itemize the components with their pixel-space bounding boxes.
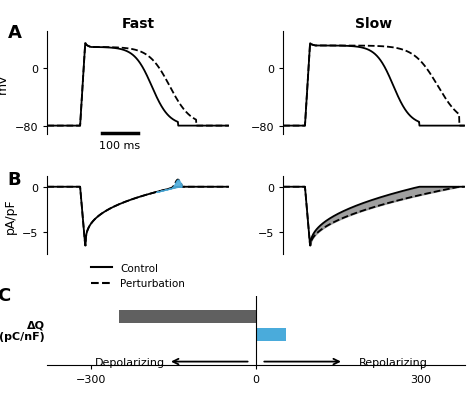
Text: Repolarizing: Repolarizing — [359, 357, 428, 367]
Text: A: A — [8, 24, 21, 42]
Y-axis label: ΔQ
(pC/nF): ΔQ (pC/nF) — [0, 320, 45, 341]
Y-axis label: mV: mV — [0, 73, 9, 94]
Legend: Control, Perturbation: Control, Perturbation — [87, 259, 189, 293]
Text: 100 ms: 100 ms — [100, 141, 140, 150]
Title: Fast: Fast — [121, 17, 155, 31]
Bar — [119, 310, 256, 323]
Text: C: C — [0, 286, 10, 304]
Text: Depolarizing: Depolarizing — [95, 357, 165, 367]
Text: B: B — [8, 170, 21, 188]
Title: Slow: Slow — [356, 17, 392, 31]
Y-axis label: pA/pF: pA/pF — [3, 198, 17, 233]
Bar — [256, 328, 286, 341]
